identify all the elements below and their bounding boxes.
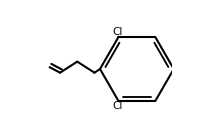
Text: Cl: Cl — [112, 26, 122, 37]
Text: Cl: Cl — [112, 101, 122, 112]
